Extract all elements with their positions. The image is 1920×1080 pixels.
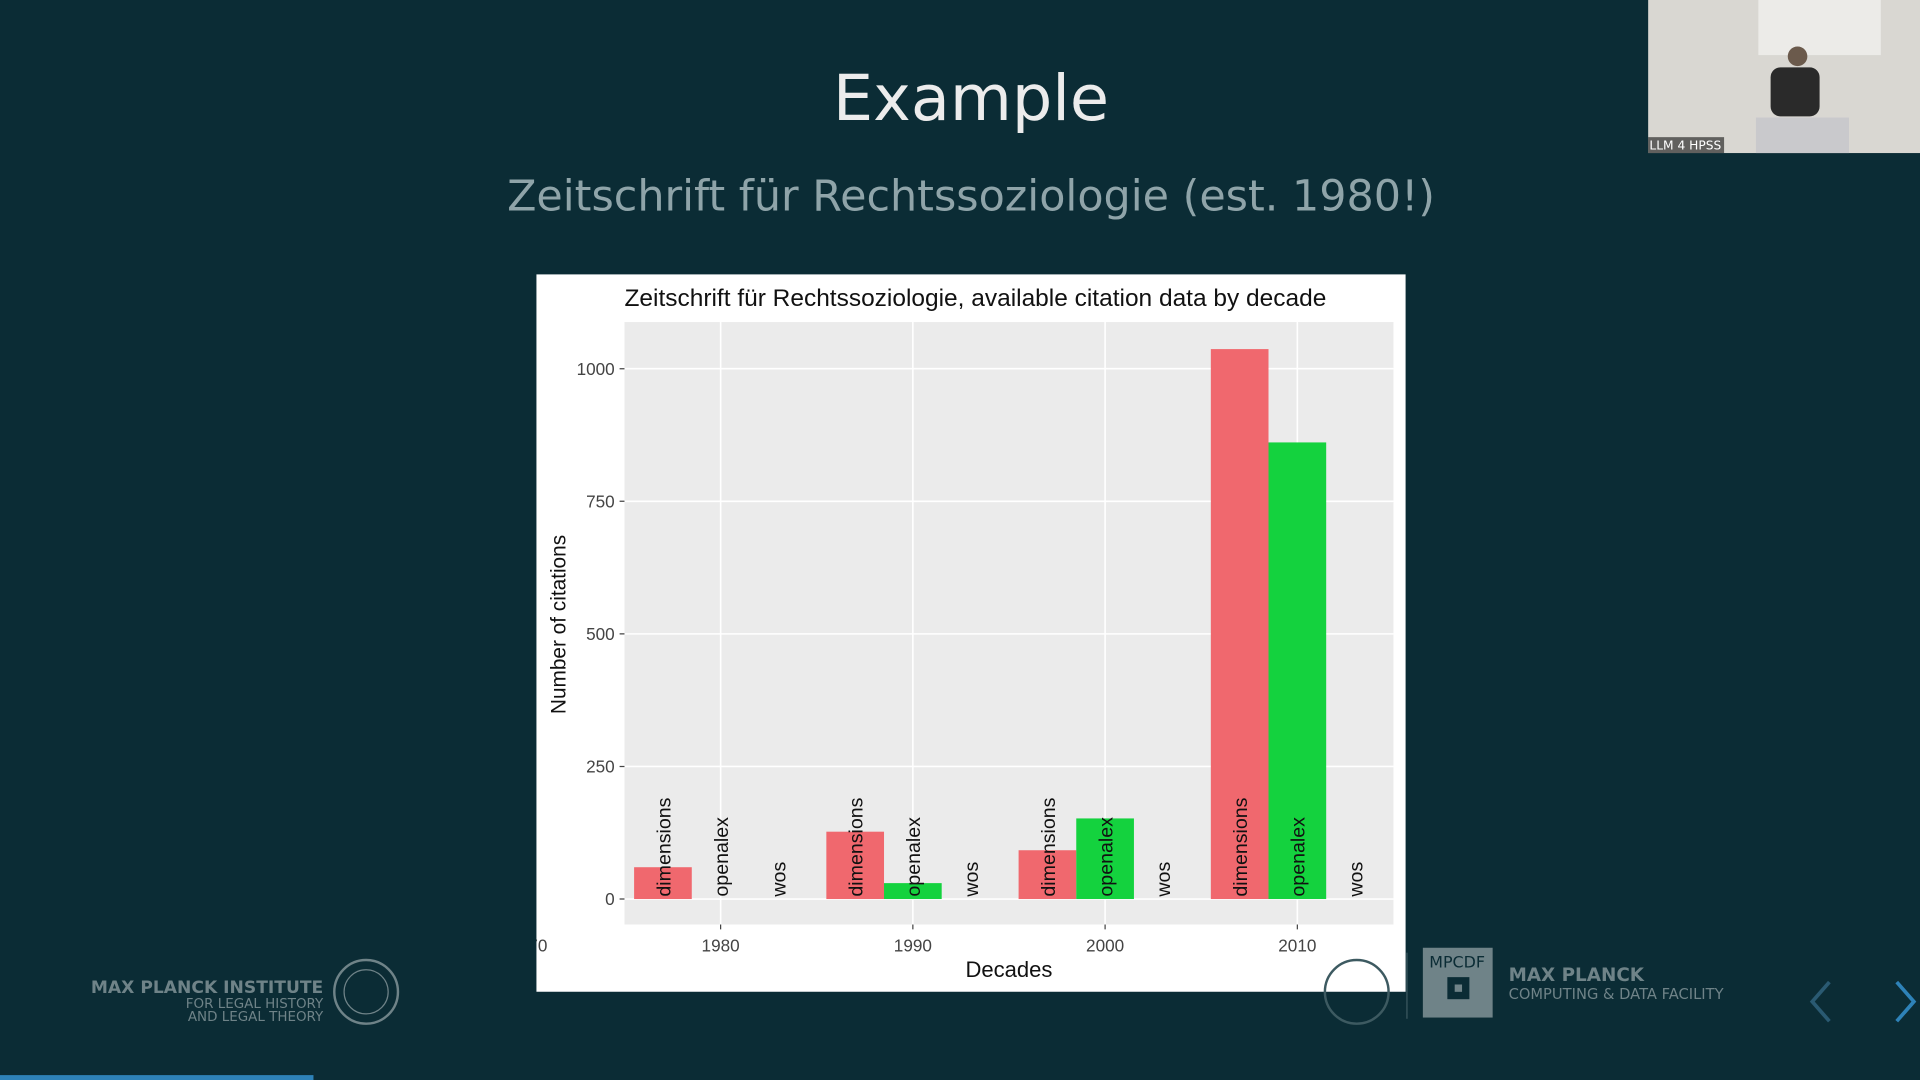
bar	[1076, 818, 1134, 900]
bar-label: wos	[1345, 862, 1367, 898]
x-tick-label: 2000	[1086, 935, 1124, 955]
video-head	[1787, 46, 1808, 67]
chart-title: Zeitschrift für Rechtssoziologie, availa…	[624, 285, 1326, 312]
next-slide[interactable]	[1895, 980, 1917, 1023]
bar-label: wos	[961, 862, 983, 898]
x-tick-label: 1980	[702, 935, 740, 955]
institute-line: FOR LEGAL HISTORY	[186, 997, 324, 1012]
slide-subtitle: Zeitschrift für Rechtssoziologie (est. 1…	[507, 172, 1435, 222]
bar-label: dimensions	[1038, 797, 1060, 896]
x-tick-label: 2010	[1278, 935, 1316, 955]
progress-bar	[0, 1075, 314, 1080]
badge-text: MPCDF	[1429, 952, 1485, 971]
y-tick-label: 750	[586, 491, 615, 511]
institute-name: MAX PLANCK INSTITUTE	[91, 978, 323, 998]
bar-label: openalex	[1288, 817, 1310, 897]
video-thumbnail: LLM 4 HPSS	[1648, 0, 1920, 154]
x-axis-label: Decades	[966, 957, 1053, 982]
slide-title: Example	[833, 62, 1109, 136]
bar-label: dimensions	[1230, 797, 1252, 896]
footer-right: MPCDF MAX PLANCK COMPUTING & DATA FACILI…	[1323, 947, 1724, 1025]
bar-label: dimensions	[846, 797, 868, 896]
video-wall	[1758, 0, 1881, 56]
bar-label: wos	[1153, 862, 1175, 898]
bar-label: wos	[769, 862, 791, 898]
prev-slide[interactable]	[1809, 980, 1831, 1023]
x-tick-label: 1990	[894, 935, 932, 955]
facility-line: COMPUTING & DATA FACILITY	[1509, 986, 1724, 1003]
bar	[1268, 442, 1327, 900]
bar-label: dimensions	[653, 797, 675, 896]
y-tick-label: 0	[605, 889, 615, 909]
y-tick-label: 1000	[577, 359, 615, 379]
logo-faded	[1323, 958, 1390, 1025]
bar	[884, 883, 942, 900]
bar	[634, 867, 692, 900]
bar	[1018, 850, 1077, 900]
y-tick-label: 250	[586, 757, 615, 777]
bar	[1210, 349, 1269, 900]
facility-name: MAX PLANCK	[1509, 965, 1645, 986]
y-axis-label: Number of citations	[548, 535, 571, 714]
bar-label: openalex	[1095, 817, 1117, 897]
bar-label: openalex	[711, 817, 733, 897]
chart: Zeitschrift für Rechtssoziologie, availa…	[509, 274, 1406, 992]
video-lectern	[1755, 117, 1849, 154]
video-label-bg	[1648, 137, 1725, 154]
video-label: LLM 4 HPSS	[1649, 138, 1721, 152]
badge-icon-dot	[1454, 984, 1463, 992]
video-person	[1770, 67, 1820, 117]
footer-left: MAX PLANCK INSTITUTE FOR LEGAL HISTORY A…	[91, 958, 400, 1025]
bar	[826, 831, 885, 900]
institute-logo	[333, 958, 400, 1025]
bar-label: openalex	[903, 817, 925, 897]
y-tick-label: 500	[586, 624, 615, 644]
x-tick-label: 1970	[509, 935, 547, 955]
institute-line: AND LEGAL THEORY	[188, 1010, 324, 1025]
institute-logo-inner	[343, 969, 389, 1015]
